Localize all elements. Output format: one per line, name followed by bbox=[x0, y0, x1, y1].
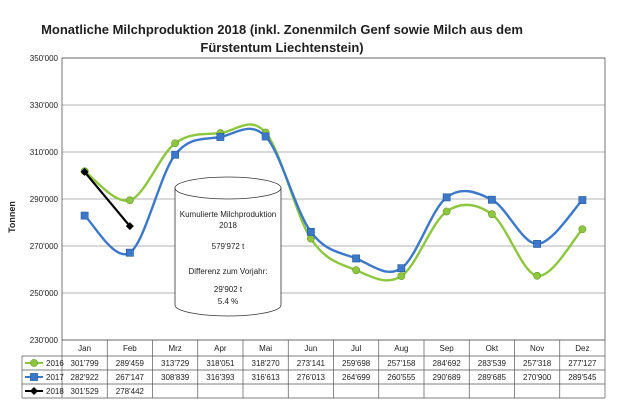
x-tick-label-jul: Jul bbox=[351, 344, 361, 353]
cell-2017-feb: 267'147 bbox=[116, 373, 145, 382]
y-tick-label: 270'000 bbox=[30, 242, 59, 251]
cell-2017-aug: 260'555 bbox=[387, 373, 416, 382]
point-2017-okt bbox=[487, 195, 496, 204]
cell-2016-okt: 283'539 bbox=[478, 359, 507, 368]
x-tick-label-mai: Mai bbox=[259, 344, 272, 353]
series-2018 bbox=[80, 167, 134, 231]
annotation-diff-pct: 5.4 % bbox=[218, 297, 238, 306]
chart-title-line1: Monatliche Milchproduktion 2018 (inkl. Z… bbox=[41, 22, 523, 37]
x-tick-label-apr: Apr bbox=[214, 344, 227, 353]
legend-label-2018: 2018 bbox=[46, 387, 64, 396]
chart-title-line2: Fürstentum Liechtenstein) bbox=[200, 40, 363, 55]
cell-2016-sep: 284'692 bbox=[433, 359, 462, 368]
y-tick-label: 330'000 bbox=[30, 101, 59, 110]
annotation-title: Kumulierte Milchproduktion bbox=[180, 210, 277, 219]
legend-label-2017: 2017 bbox=[46, 373, 64, 382]
cylinder-top bbox=[174, 176, 282, 200]
cell-2016-mrz: 313'729 bbox=[161, 359, 190, 368]
cell-2017-mai: 316'613 bbox=[252, 373, 281, 382]
series-2017 bbox=[80, 127, 587, 274]
point-2017-jan bbox=[80, 211, 89, 220]
point-2016-sep bbox=[442, 207, 451, 216]
annotation-year: 2018 bbox=[219, 221, 237, 230]
point-2017-feb bbox=[125, 248, 134, 257]
series-2016 bbox=[80, 123, 587, 282]
legend-marker-2016 bbox=[30, 359, 38, 367]
y-tick-label: 230'000 bbox=[30, 336, 59, 345]
cell-2017-jul: 264'699 bbox=[342, 373, 371, 382]
cell-2016-dez: 277'127 bbox=[568, 359, 597, 368]
y-tick-label: 290'000 bbox=[30, 195, 59, 204]
cylinder-body bbox=[174, 188, 282, 317]
legend-marker-2017 bbox=[30, 373, 38, 381]
cell-2017-jun: 276'013 bbox=[297, 373, 326, 382]
cell-2016-aug: 257'158 bbox=[387, 359, 416, 368]
point-2017-aug bbox=[397, 264, 406, 273]
x-tick-label-nov: Nov bbox=[530, 344, 544, 353]
y-tick-label: 350'000 bbox=[30, 54, 59, 63]
cell-2017-dez: 289'545 bbox=[568, 373, 597, 382]
x-tick-label-sep: Sep bbox=[440, 344, 455, 353]
point-2016-mrz bbox=[171, 139, 180, 148]
legend-label-2016: 2016 bbox=[46, 359, 64, 368]
annotation-cylinder: Kumulierte Milchproduktion 2018 579'972 … bbox=[174, 176, 282, 317]
point-2017-mrz bbox=[171, 150, 180, 159]
cell-2016-jun: 273'141 bbox=[297, 359, 326, 368]
point-2016-okt bbox=[487, 210, 496, 219]
data-table: Jan Feb Mrz Apr Mai Jun Jul Aug Sep Okt Nov Dez 2016… bbox=[21, 340, 606, 399]
cell-2016-feb: 289'459 bbox=[116, 359, 145, 368]
series-2016-line bbox=[83, 123, 584, 282]
point-2018-feb bbox=[125, 222, 134, 231]
x-tick-label-dez: Dez bbox=[575, 344, 589, 353]
cell-2016-jan: 301'799 bbox=[71, 359, 100, 368]
point-2017-jul bbox=[352, 254, 361, 263]
series-lines bbox=[80, 123, 587, 282]
y-axis-label: Tonnen bbox=[7, 201, 17, 233]
point-2018-jan bbox=[80, 167, 89, 176]
cell-2016-mai: 318'270 bbox=[252, 359, 281, 368]
cell-2017-nov: 270'900 bbox=[523, 373, 552, 382]
cell-2017-okt: 289'685 bbox=[478, 373, 507, 382]
cell-2018-feb: 278'442 bbox=[116, 387, 145, 396]
cell-2016-nov: 257'318 bbox=[523, 359, 552, 368]
cell-2016-jul: 259'698 bbox=[342, 359, 371, 368]
y-tick-labels: 230'000 250'000 270'000 290'000 310'000 330'0… bbox=[30, 54, 59, 345]
point-2017-apr bbox=[216, 133, 225, 141]
point-2017-sep bbox=[442, 193, 451, 202]
gridlines bbox=[61, 57, 606, 341]
cell-2017-sep: 290'689 bbox=[433, 373, 462, 382]
point-2016-aug bbox=[397, 272, 406, 281]
y-tick-label: 310'000 bbox=[30, 148, 59, 157]
point-2016-dez bbox=[578, 225, 587, 234]
point-2017-dez bbox=[578, 196, 587, 204]
x-tick-label-okt: Okt bbox=[486, 344, 499, 353]
legend-marker-2018 bbox=[30, 387, 38, 395]
x-tick-label-aug: Aug bbox=[394, 344, 408, 353]
x-tick-label-jun: Jun bbox=[304, 344, 317, 353]
point-2016-nov bbox=[533, 271, 542, 280]
y-tick-label: 250'000 bbox=[30, 289, 59, 298]
annotation-diff-value: 29'902 t bbox=[214, 285, 243, 294]
cell-2018-jan: 301'529 bbox=[71, 387, 100, 396]
x-tick-label-feb: Feb bbox=[123, 344, 137, 353]
cell-2016-apr: 318'051 bbox=[206, 359, 235, 368]
cell-2017-mrz: 308'839 bbox=[161, 373, 190, 382]
point-2017-jun bbox=[306, 227, 315, 236]
cell-2017-jan: 282'922 bbox=[71, 373, 100, 382]
x-tick-label-jan: Jan bbox=[78, 344, 91, 353]
point-2017-nov bbox=[533, 239, 542, 248]
point-2016-feb bbox=[125, 196, 134, 205]
x-tick-label-mrz: Mrz bbox=[168, 344, 181, 353]
series-2018-line bbox=[83, 171, 131, 227]
annotation-diff-label: Differenz zum Vorjahr: bbox=[189, 267, 268, 276]
cell-2017-apr: 316'393 bbox=[206, 373, 235, 382]
point-2016-jul bbox=[352, 266, 361, 275]
annotation-total: 579'972 t bbox=[212, 242, 245, 251]
point-2017-mai bbox=[261, 132, 270, 141]
series-2017-line bbox=[83, 127, 584, 274]
